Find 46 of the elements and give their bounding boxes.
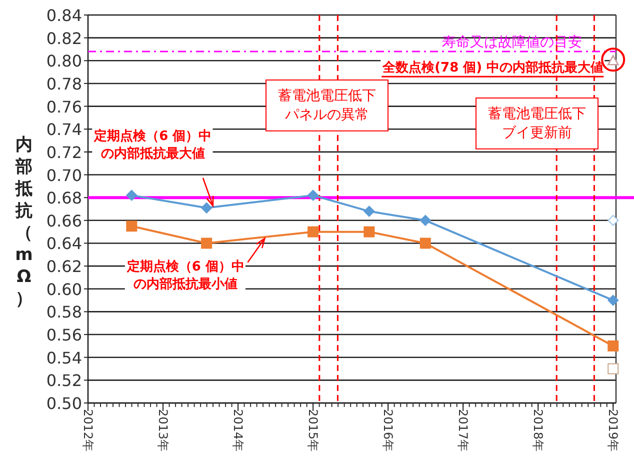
y-tick-label: 0.82	[46, 28, 82, 48]
annotation: 蓄電池電圧低下パネルの異常	[278, 88, 376, 123]
point	[364, 206, 375, 217]
point	[420, 214, 431, 226]
y-tick-label: 0.84	[46, 6, 82, 25]
y-tick-label: 0.52	[46, 371, 82, 390]
point	[308, 226, 319, 238]
annotation: 蓄電池電圧低下ブイ更新前	[488, 106, 586, 141]
point	[608, 294, 619, 306]
y-tick-label: 0.68	[46, 188, 82, 208]
x-tick-label: 2016年	[381, 409, 396, 452]
point	[126, 220, 138, 232]
y-tick-label: 0.56	[46, 326, 82, 345]
point	[126, 190, 138, 201]
annotation: 定期点検（6 個）中の内部抵抗最大値	[93, 128, 212, 162]
point	[308, 190, 319, 201]
y-tick-label: 0.80	[46, 52, 82, 71]
y-tick-label: 0.62	[46, 257, 82, 276]
y-tick-label: 0.76	[46, 97, 82, 116]
x-tick-label: 2015年	[306, 409, 320, 452]
x-tick-label: 2019年	[606, 409, 620, 452]
point	[608, 214, 619, 226]
y-tick-label: 0.70	[46, 166, 82, 185]
point	[364, 226, 375, 238]
y-tick-label: 0.74	[46, 120, 82, 140]
y-tick-label: 0.64	[46, 234, 82, 254]
point	[608, 340, 619, 352]
x-tick-label: 2017年	[456, 409, 470, 452]
point	[420, 238, 431, 249]
y-axis-title: 内部抵抗（mΩ）	[14, 135, 33, 309]
point	[201, 202, 212, 214]
annotation: 定期点検（6 個）中の内部抵抗最小値	[126, 258, 244, 292]
x-tick-label: 2014年	[231, 409, 246, 452]
annotation: 全数点検(78 個) 中の内部抵抗最大値	[382, 60, 604, 76]
y-tick-label: 0.72	[46, 142, 82, 162]
x-tick-label: 2012年	[81, 409, 95, 452]
y-tick-label: 0.66	[46, 211, 82, 230]
y-tick-label: 0.78	[46, 74, 82, 94]
y-tick-label: 0.54	[46, 348, 82, 368]
y-tick-label: 0.58	[46, 302, 82, 322]
x-tick-label: 2018年	[531, 409, 546, 452]
y-tick-label: 0.50	[46, 394, 82, 413]
point	[201, 238, 212, 249]
x-tick-label: 2013年	[156, 409, 170, 452]
point	[608, 363, 619, 374]
y-tick-label: 0.60	[46, 280, 82, 299]
